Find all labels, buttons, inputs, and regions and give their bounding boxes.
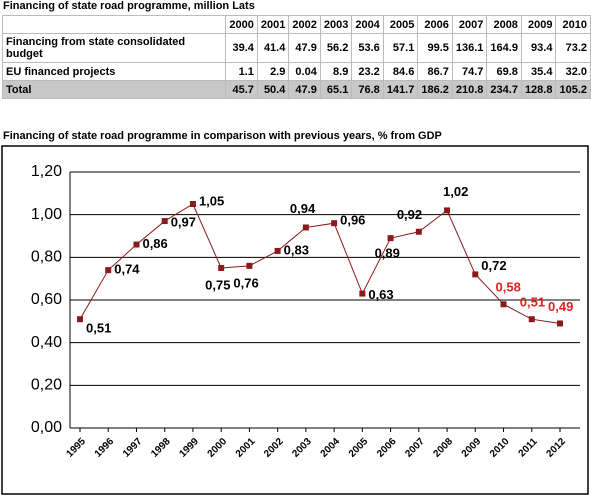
table-cell: 45.7 (225, 80, 258, 99)
point (331, 220, 338, 227)
table-cell: 234.7 (486, 80, 522, 99)
header-cell: 2008 (486, 15, 522, 34)
data-label: 0,75 (205, 277, 230, 292)
table-row: Total 45.7 50.4 47.9 65.1 76.8 141.7 186.2 210.8… (1, 80, 591, 99)
table-cell: 69.8 (486, 62, 522, 81)
data-label: 0,51 (86, 321, 111, 336)
y-tick-label: 0,00 (31, 419, 62, 436)
header-cell: 2003 (319, 15, 353, 34)
line (79, 203, 561, 324)
y-tick-label: 0,20 (31, 377, 62, 394)
table-row: Financing from state consolidated budget… (1, 33, 591, 63)
table-cell: EU financed projects (1, 62, 227, 81)
table-cell: 53.6 (351, 33, 384, 63)
table-cell: 8.9 (319, 62, 353, 81)
data-label: 0,58 (496, 280, 521, 295)
data-label: 0,76 (233, 275, 258, 290)
y-tick-label: 0,60 (31, 291, 62, 308)
table-cell: 47.9 (288, 80, 321, 99)
data-label: 0,72 (481, 258, 506, 273)
chart-title: Financing of state road programme in com… (3, 130, 442, 142)
data-label: 0,97 (171, 215, 196, 230)
data-label: 0,49 (548, 299, 573, 314)
data-label: 1,02 (443, 184, 468, 199)
point (218, 265, 225, 271)
table-cell: Financing from state consolidated budget (1, 33, 227, 63)
point (246, 262, 253, 269)
point (189, 201, 196, 207)
data-label: 0,89 (375, 246, 400, 261)
point (161, 218, 168, 225)
table-cell: 73.2 (555, 33, 591, 63)
table-cell: 186.2 (417, 80, 453, 99)
point (444, 207, 451, 214)
data-label: 0,51 (520, 295, 545, 310)
table-cell: 2.9 (256, 62, 290, 81)
y-tick-label: 0,80 (31, 249, 62, 266)
y-tick-label: 1,20 (31, 163, 62, 180)
table-cell: 0.04 (288, 62, 321, 81)
table-cell: 105.2 (555, 80, 591, 99)
header-cell: 2004 (351, 15, 384, 34)
y-tick-label: 1,00 (31, 206, 62, 223)
table-cell: 57.1 (382, 33, 419, 63)
table-cell: 56.2 (319, 33, 353, 63)
data-label: 0,86 (142, 236, 167, 251)
chart-frame (1, 145, 589, 495)
data-label: 0,94 (290, 201, 316, 216)
point (359, 290, 366, 297)
data-label: 0,92 (397, 207, 422, 222)
table-cell: Total (1, 80, 227, 99)
table-cell: 76.8 (351, 80, 384, 99)
point (528, 316, 535, 323)
data-label: 0,83 (284, 242, 309, 257)
point (387, 235, 394, 242)
data-label: 0,63 (368, 287, 393, 302)
point (133, 241, 140, 248)
data-table: 2000 2001 2002 2003 2004 2005 2006 2007 2008 2009… (1, 15, 591, 99)
table-cell: 50.4 (256, 80, 290, 99)
point (472, 271, 479, 278)
point (105, 267, 112, 274)
table-cell: 93.4 (520, 33, 557, 63)
table-row: EU financed projects 1.1 2.9 0.04 8.9 23.2 84.… (1, 62, 591, 81)
y-tick-label: 0,40 (31, 334, 62, 351)
table-cell: 47.9 (288, 33, 321, 63)
point (274, 247, 281, 254)
data-label: 1,05 (199, 193, 224, 208)
point (415, 228, 422, 235)
table-title: Financing of state road programme, milli… (3, 0, 255, 12)
data-label: 0,74 (114, 262, 140, 277)
table-cell: 74.7 (451, 62, 488, 81)
table-cell: 210.8 (451, 80, 488, 99)
point (302, 224, 309, 231)
point (500, 301, 507, 308)
point (77, 316, 83, 323)
table-cell: 35.4 (520, 62, 557, 81)
point (557, 320, 563, 327)
data-label: 0,96 (340, 213, 365, 228)
table-row: 2000 2001 2002 2003 2004 2005 2006 2007 2008 2009… (1, 15, 591, 34)
